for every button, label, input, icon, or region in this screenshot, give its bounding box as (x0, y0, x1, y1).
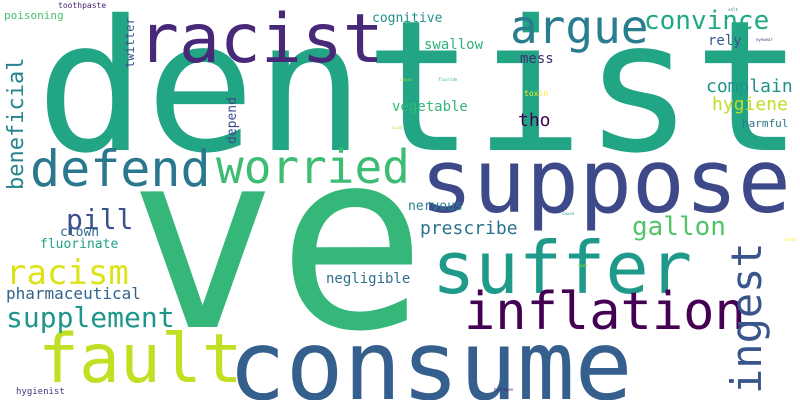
word-gallon: gallon (632, 212, 726, 242)
word-argue: argue (510, 0, 649, 54)
word-defend: defend (30, 140, 211, 198)
word-convince: convince (644, 6, 770, 36)
word-vegetable: vegetable (392, 99, 468, 115)
word-harmful: harmful (742, 117, 789, 130)
word-suffer: suffer (432, 226, 693, 310)
word-ve: ve (128, 98, 427, 386)
word-mess: mess (520, 51, 554, 67)
word-toothpaste: toothpaste (58, 1, 107, 10)
word-twitter: twitter (123, 17, 137, 68)
word-rely: rely (708, 33, 742, 49)
word-tiny-1: cause (400, 77, 413, 82)
word-tho: tho (518, 110, 551, 131)
word-prescribe: prescribe (420, 218, 518, 239)
word-worried: worried (216, 140, 410, 194)
word-consume: consume (228, 310, 633, 400)
word-cognitive: cognitive (372, 11, 443, 26)
word-hygienist: hygienist (16, 387, 65, 397)
word-tiny-9: salt (728, 7, 738, 12)
word-tiny-2: eyewear (756, 37, 773, 42)
word-ingest: ingest (722, 242, 771, 394)
word-clown: clown (60, 225, 100, 240)
word-tiny-7: cause (562, 211, 575, 216)
word-tiny-5: bone (578, 263, 588, 268)
word-dentist: dentist (36, 0, 800, 193)
word-tiny-8: tooth (784, 237, 797, 242)
word-depend: depend (225, 97, 240, 144)
word-hygiene: hygiene (712, 94, 788, 115)
word-inflation: inflation (464, 282, 746, 342)
word-tiny-3: fluoride (438, 77, 458, 82)
word-racism: racism (6, 253, 129, 293)
word-fluorinate: fluorinate (40, 237, 119, 252)
word-toxin: toxin (524, 89, 549, 98)
word-beneficial: beneficial (4, 57, 29, 190)
word-tiny-4: acid (392, 125, 402, 130)
word-complain: complain (706, 76, 793, 97)
word-suppose: suppose (420, 130, 791, 233)
word-tiny-6: hydrogen (494, 387, 514, 392)
word-supplement: supplement (6, 301, 175, 334)
word-fault: fault (38, 320, 243, 399)
word-racist: racist (138, 0, 384, 79)
word-pill: pill (66, 203, 134, 236)
word-swallow: swallow (424, 37, 484, 53)
word-poisoning: poisoning (4, 9, 64, 22)
word-pharmaceutical: pharmaceutical (6, 284, 141, 303)
word-nervous: nervous (408, 199, 463, 214)
word-negligible: negligible (326, 271, 411, 287)
